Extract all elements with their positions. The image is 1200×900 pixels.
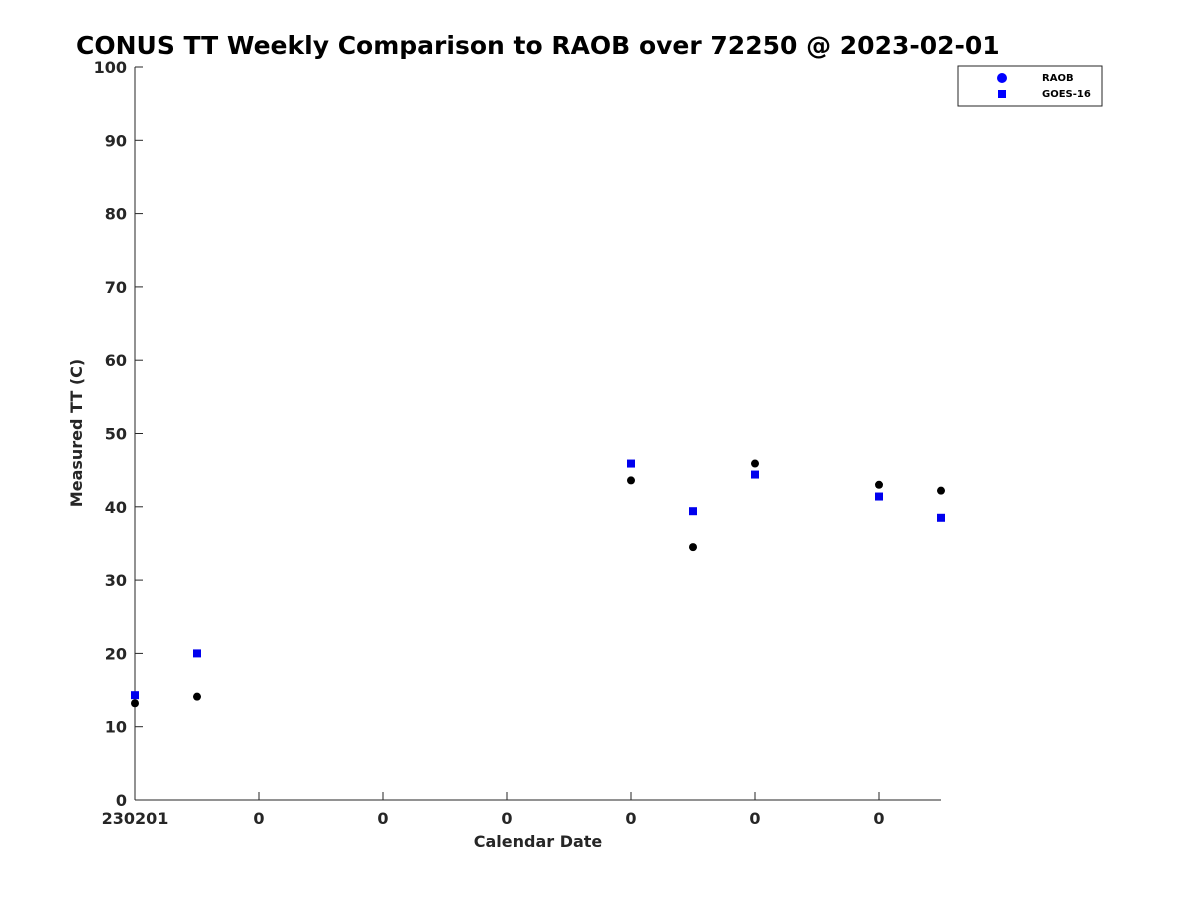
goes-16-point xyxy=(627,459,635,468)
y-ticks: 0 10 20 30 40 50 60 70 80 90 100 xyxy=(94,58,143,810)
legend-goes-label: GOES-16 xyxy=(1042,89,1091,100)
chart-title: CONUS TT Weekly Comparison to RAOB over … xyxy=(76,31,1000,60)
goes-16-point xyxy=(131,691,139,700)
axes xyxy=(134,67,941,801)
y-tick-label: 80 xyxy=(105,205,127,224)
x-ticks: 230201 0 0 0 0 0 0 xyxy=(102,792,885,828)
y-tick-label: 90 xyxy=(105,131,127,150)
y-tick-label: 20 xyxy=(105,644,127,663)
x-tick-label: 0 xyxy=(253,809,264,828)
goes-16-point xyxy=(875,492,883,501)
x-tick-label: 0 xyxy=(749,809,760,828)
legend[interactable]: RAOB GOES-16 xyxy=(957,65,1103,107)
legend-goes-marker xyxy=(998,90,1006,98)
x-axis-label: Calendar Date xyxy=(474,832,603,851)
goes-16-point xyxy=(937,513,945,522)
y-tick-label: 70 xyxy=(105,278,127,297)
x-tick-label: 230201 xyxy=(102,809,169,828)
raob-point xyxy=(689,543,697,552)
goes-16-point xyxy=(751,470,759,479)
goes-16-point xyxy=(689,507,697,516)
raob-point xyxy=(193,692,201,701)
y-tick-label: 50 xyxy=(105,425,127,444)
x-tick-label: 0 xyxy=(873,809,884,828)
y-tick-label: 10 xyxy=(105,718,127,737)
x-tick-label: 0 xyxy=(377,809,388,828)
data-points xyxy=(131,459,945,708)
y-tick-label: 0 xyxy=(116,791,127,810)
legend-box xyxy=(957,65,1103,107)
y-tick-label: 30 xyxy=(105,571,127,590)
x-tick-label: 0 xyxy=(501,809,512,828)
legend-raob-label: RAOB xyxy=(1042,73,1074,84)
raob-point xyxy=(751,459,759,468)
raob-point xyxy=(937,486,945,495)
y-tick-label: 100 xyxy=(94,58,127,77)
raob-point xyxy=(131,699,139,708)
x-tick-label: 0 xyxy=(625,809,636,828)
y-tick-label: 40 xyxy=(105,498,127,517)
legend-raob-marker xyxy=(997,73,1007,83)
goes-16-point xyxy=(193,649,201,658)
y-axis-label: Measured TT (C) xyxy=(67,359,86,507)
raob-point xyxy=(627,476,635,485)
y-tick-label: 60 xyxy=(105,351,127,370)
raob-point xyxy=(875,480,883,489)
